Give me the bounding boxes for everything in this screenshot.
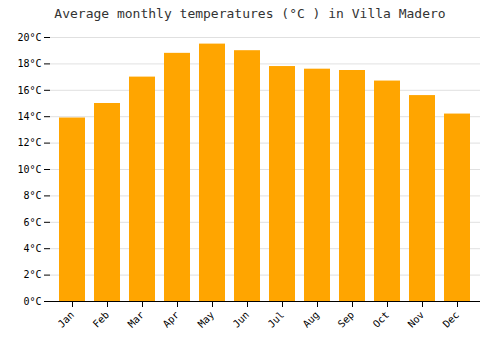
svg-text:20°C: 20°C: [17, 32, 41, 43]
svg-text:Aug: Aug: [301, 309, 322, 330]
svg-text:8°C: 8°C: [23, 190, 41, 201]
svg-text:0°C: 0°C: [23, 296, 41, 307]
svg-text:May: May: [196, 309, 217, 330]
svg-text:Jun: Jun: [231, 309, 252, 330]
svg-text:Sep: Sep: [336, 309, 357, 330]
svg-text:2°C: 2°C: [23, 269, 41, 280]
svg-text:Feb: Feb: [91, 309, 112, 330]
svg-text:Jul: Jul: [266, 309, 287, 330]
svg-text:14°C: 14°C: [17, 111, 41, 122]
svg-text:6°C: 6°C: [23, 217, 41, 228]
html-text:Average monthly temperatures (: Average monthly temperatures (°C ) in Vi…: [54, 6, 446, 21]
svg-text:Nov: Nov: [406, 309, 427, 330]
svg-text:10°C: 10°C: [17, 164, 41, 175]
svg-text:Jan: Jan: [56, 309, 77, 330]
svg-text:18°C: 18°C: [17, 58, 41, 69]
svg-text:4°C: 4°C: [23, 243, 41, 254]
svg-text:16°C: 16°C: [17, 85, 41, 96]
svg-text:Mar: Mar: [126, 309, 147, 330]
svg-text:Oct: Oct: [371, 309, 392, 330]
svg-text:12°C: 12°C: [17, 137, 41, 148]
svg-text:Apr: Apr: [161, 309, 182, 330]
svg-text:Dec: Dec: [441, 309, 462, 330]
